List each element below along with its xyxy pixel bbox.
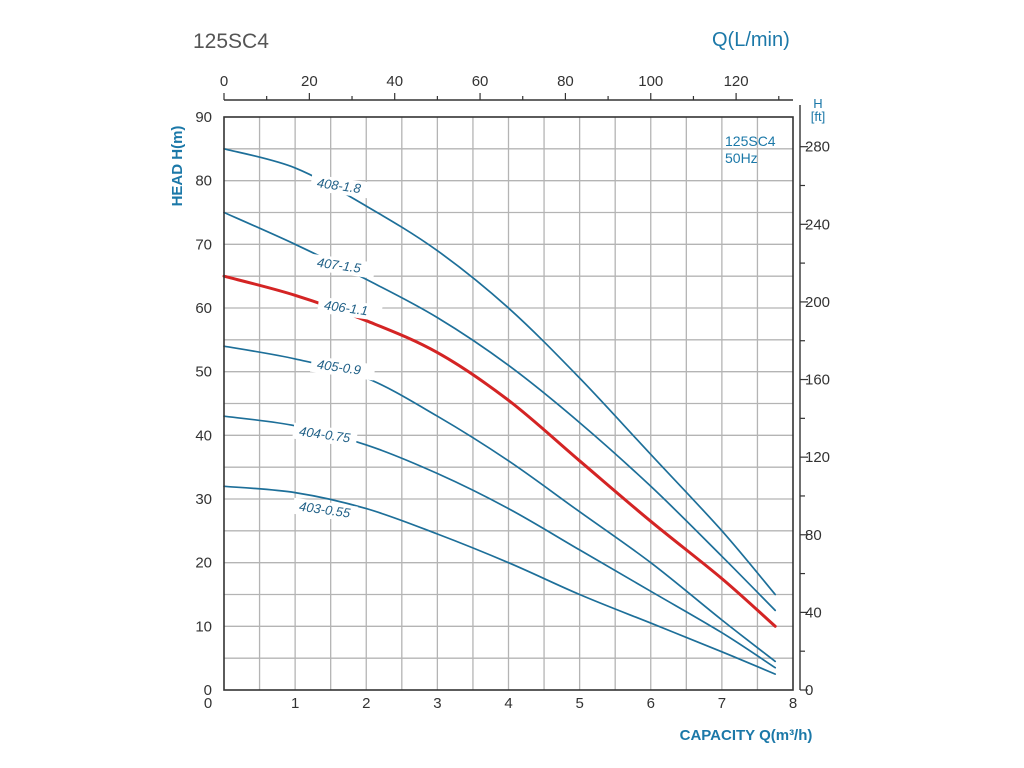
curve-406-1.1 (222, 274, 777, 628)
curve-label-background (309, 355, 376, 381)
top-axis-tick-label: 40 (386, 73, 403, 90)
curve-label-407-1.5: 407-1.5 (316, 255, 363, 276)
left-axis-tick-label: 40 (195, 427, 212, 444)
left-axis-tick-label: 30 (195, 491, 212, 508)
x-axis-tick-label: 5 (575, 695, 583, 712)
curve-label-background (292, 497, 358, 523)
top-axis-tick-label: 100 (638, 73, 663, 90)
curve-label-background (317, 296, 383, 322)
top-axis-tick-label: 20 (301, 73, 318, 90)
right-axis-tick-label: 80 (805, 527, 822, 544)
left-axis-label: HEAD H(m) (169, 126, 186, 207)
x-axis-label: CAPACITY Q(m³/h) (680, 727, 813, 744)
curve-label-background (309, 174, 376, 200)
inset-frequency: 50Hz (725, 150, 758, 166)
right-axis-tick-label: 120 (805, 449, 830, 466)
left-axis-tick-label: 80 (195, 173, 212, 190)
left-axis-tick-label: 70 (195, 236, 212, 253)
right-axis-tick-label: 0 (805, 682, 813, 699)
left-axis-tick-label: 0 (204, 682, 212, 699)
curve-label-404-0.75: 404-0.75 (298, 423, 352, 445)
right-axis-label-ft: [ft] (811, 109, 825, 124)
top-axis-tick-label: 120 (724, 73, 749, 90)
right-axis-tick-label: 160 (805, 372, 830, 389)
curve-403-0.55 (223, 485, 777, 675)
curve-label-405-0.9: 405-0.9 (316, 357, 362, 378)
x-axis-tick-label: 0 (204, 695, 212, 712)
x-axis-tick-label: 7 (718, 695, 726, 712)
left-axis-tick-label: 90 (195, 109, 212, 126)
right-axis-tick-label: 40 (805, 604, 822, 621)
x-axis-tick-label: 1 (291, 695, 299, 712)
x-axis-tick-label: 3 (433, 695, 441, 712)
curve-label-406-1.1: 406-1.1 (323, 297, 369, 318)
top-axis-tick-label: 60 (472, 73, 489, 90)
left-axis-tick-label: 50 (195, 364, 212, 381)
curve-label-background (309, 253, 376, 279)
inset-model: 125SC4 (725, 133, 776, 149)
plot-frame (223, 116, 794, 691)
right-axis-label-h: H (813, 96, 822, 111)
axes (223, 93, 808, 691)
x-axis-tick-label: 6 (647, 695, 655, 712)
left-axis-tick-label: 10 (195, 618, 212, 635)
left-axis-tick-label: 20 (195, 555, 212, 572)
curve-label-background (292, 422, 358, 448)
x-axis-tick-label: 4 (504, 695, 512, 712)
right-axis-tick-label: 200 (805, 294, 830, 311)
x-axis-tick-label: 8 (789, 695, 797, 712)
labels: 125SC4 Q(L/min) HEAD H(m) H [ft] CAPACIT… (169, 29, 830, 744)
grid (224, 117, 793, 690)
top-axis-label: Q(L/min) (712, 29, 790, 51)
left-axis-tick-label: 60 (195, 300, 212, 317)
curve-407-1.5 (223, 211, 777, 612)
top-axis-tick-label: 0 (220, 73, 228, 90)
right-axis-tick-label: 280 (805, 139, 830, 156)
right-axis-tick-label: 240 (805, 216, 830, 233)
chart-title: 125SC4 (193, 30, 269, 53)
x-axis-tick-label: 2 (362, 695, 370, 712)
curve-label-403-0.55: 403-0.55 (298, 499, 352, 521)
curves (222, 147, 777, 675)
top-axis-tick-label: 80 (557, 73, 574, 90)
curve-label-408-1.8: 408-1.8 (316, 175, 363, 196)
